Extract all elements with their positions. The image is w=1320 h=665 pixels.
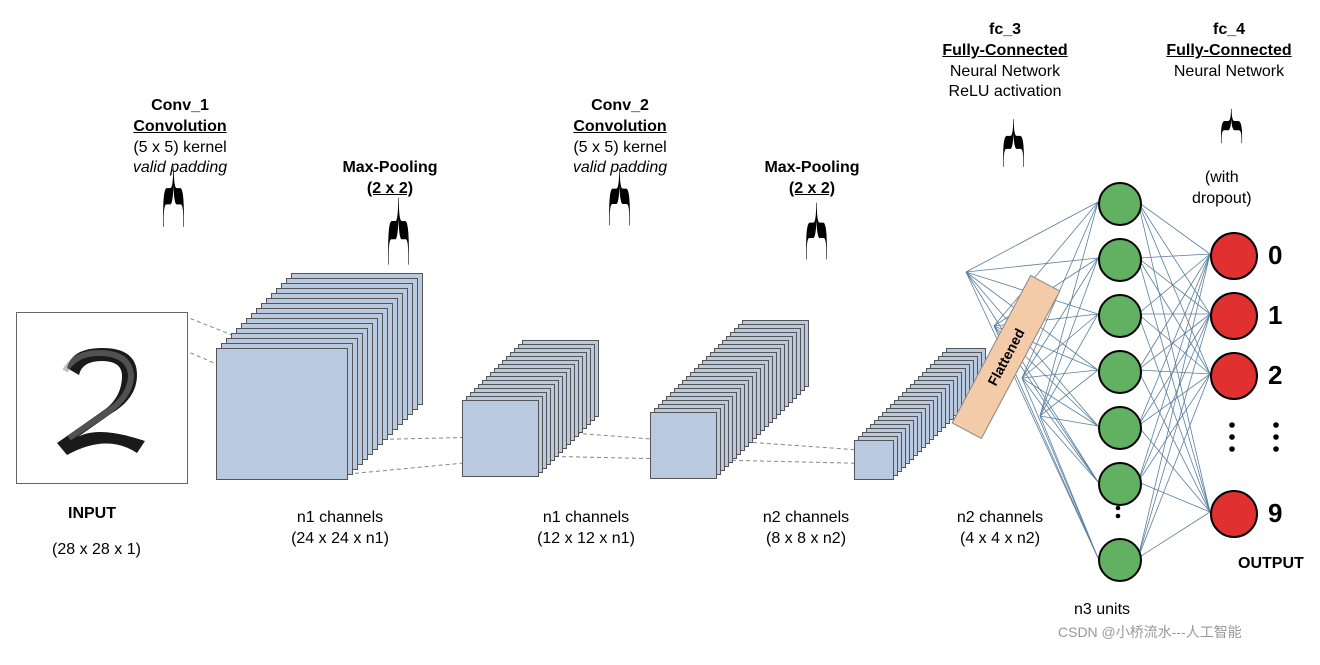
- pool1-feature-map: [462, 400, 539, 477]
- fc3-brace: }: [998, 105, 1027, 182]
- conv1-channels-label: n1 channels(24 x 24 x n1): [250, 508, 430, 550]
- fc3-label: fc_3 Fully-Connected Neural Network ReLU…: [920, 20, 1090, 103]
- conv2-feature-map: [650, 412, 717, 479]
- fc3-neuron: [1098, 538, 1142, 582]
- fc4-output-neuron: [1210, 292, 1258, 340]
- fc4-output-neuron: [1210, 490, 1258, 538]
- output-digit-1: 1: [1268, 300, 1282, 331]
- pool1-channels-label: n1 channels(12 x 12 x n1): [496, 508, 676, 550]
- conv1-feature-map: [216, 348, 348, 480]
- fc3-neuron: [1098, 182, 1142, 226]
- pool2-channels-label: n2 channels(4 x 4 x n2): [910, 508, 1090, 550]
- conv2-brace: }: [604, 151, 633, 242]
- input-image-box: [16, 312, 188, 484]
- input-title: INPUT: [68, 504, 116, 525]
- fc4-dropout: (withdropout): [1192, 168, 1252, 210]
- csdn-watermark: CSDN @小桥流水---人工智能: [1058, 622, 1242, 642]
- fc3-neuron: [1098, 462, 1142, 506]
- output-digit-0: 0: [1268, 240, 1282, 271]
- conv2-channels-label: n2 channels(8 x 8 x n2): [716, 508, 896, 550]
- fc3-neuron: [1098, 238, 1142, 282]
- fc4-output-neuron: [1210, 232, 1258, 280]
- pool2-brace: }: [801, 185, 830, 276]
- pool2-feature-map: [854, 440, 894, 480]
- fc4-brace: }: [1216, 98, 1245, 153]
- input-dims: (28 x 28 x 1): [52, 540, 141, 561]
- output-digit-2: 2: [1268, 360, 1282, 391]
- fc3-neuron: [1098, 350, 1142, 394]
- fc3-neuron: [1098, 294, 1142, 338]
- fc4-output-neuron: [1210, 352, 1258, 400]
- conv1-brace: }: [158, 149, 187, 245]
- pool1-brace: }: [383, 177, 412, 285]
- flatten-label: Flattened: [984, 326, 1027, 388]
- fc3-units: n3 units: [1074, 600, 1130, 621]
- fc4-output: OUTPUT: [1238, 554, 1304, 575]
- digit-2-icon: [17, 313, 187, 483]
- fc3-neuron: [1098, 406, 1142, 450]
- fc4-label: fc_4 Fully-Connected Neural Network: [1144, 20, 1314, 82]
- output-digit-9: 9: [1268, 498, 1282, 529]
